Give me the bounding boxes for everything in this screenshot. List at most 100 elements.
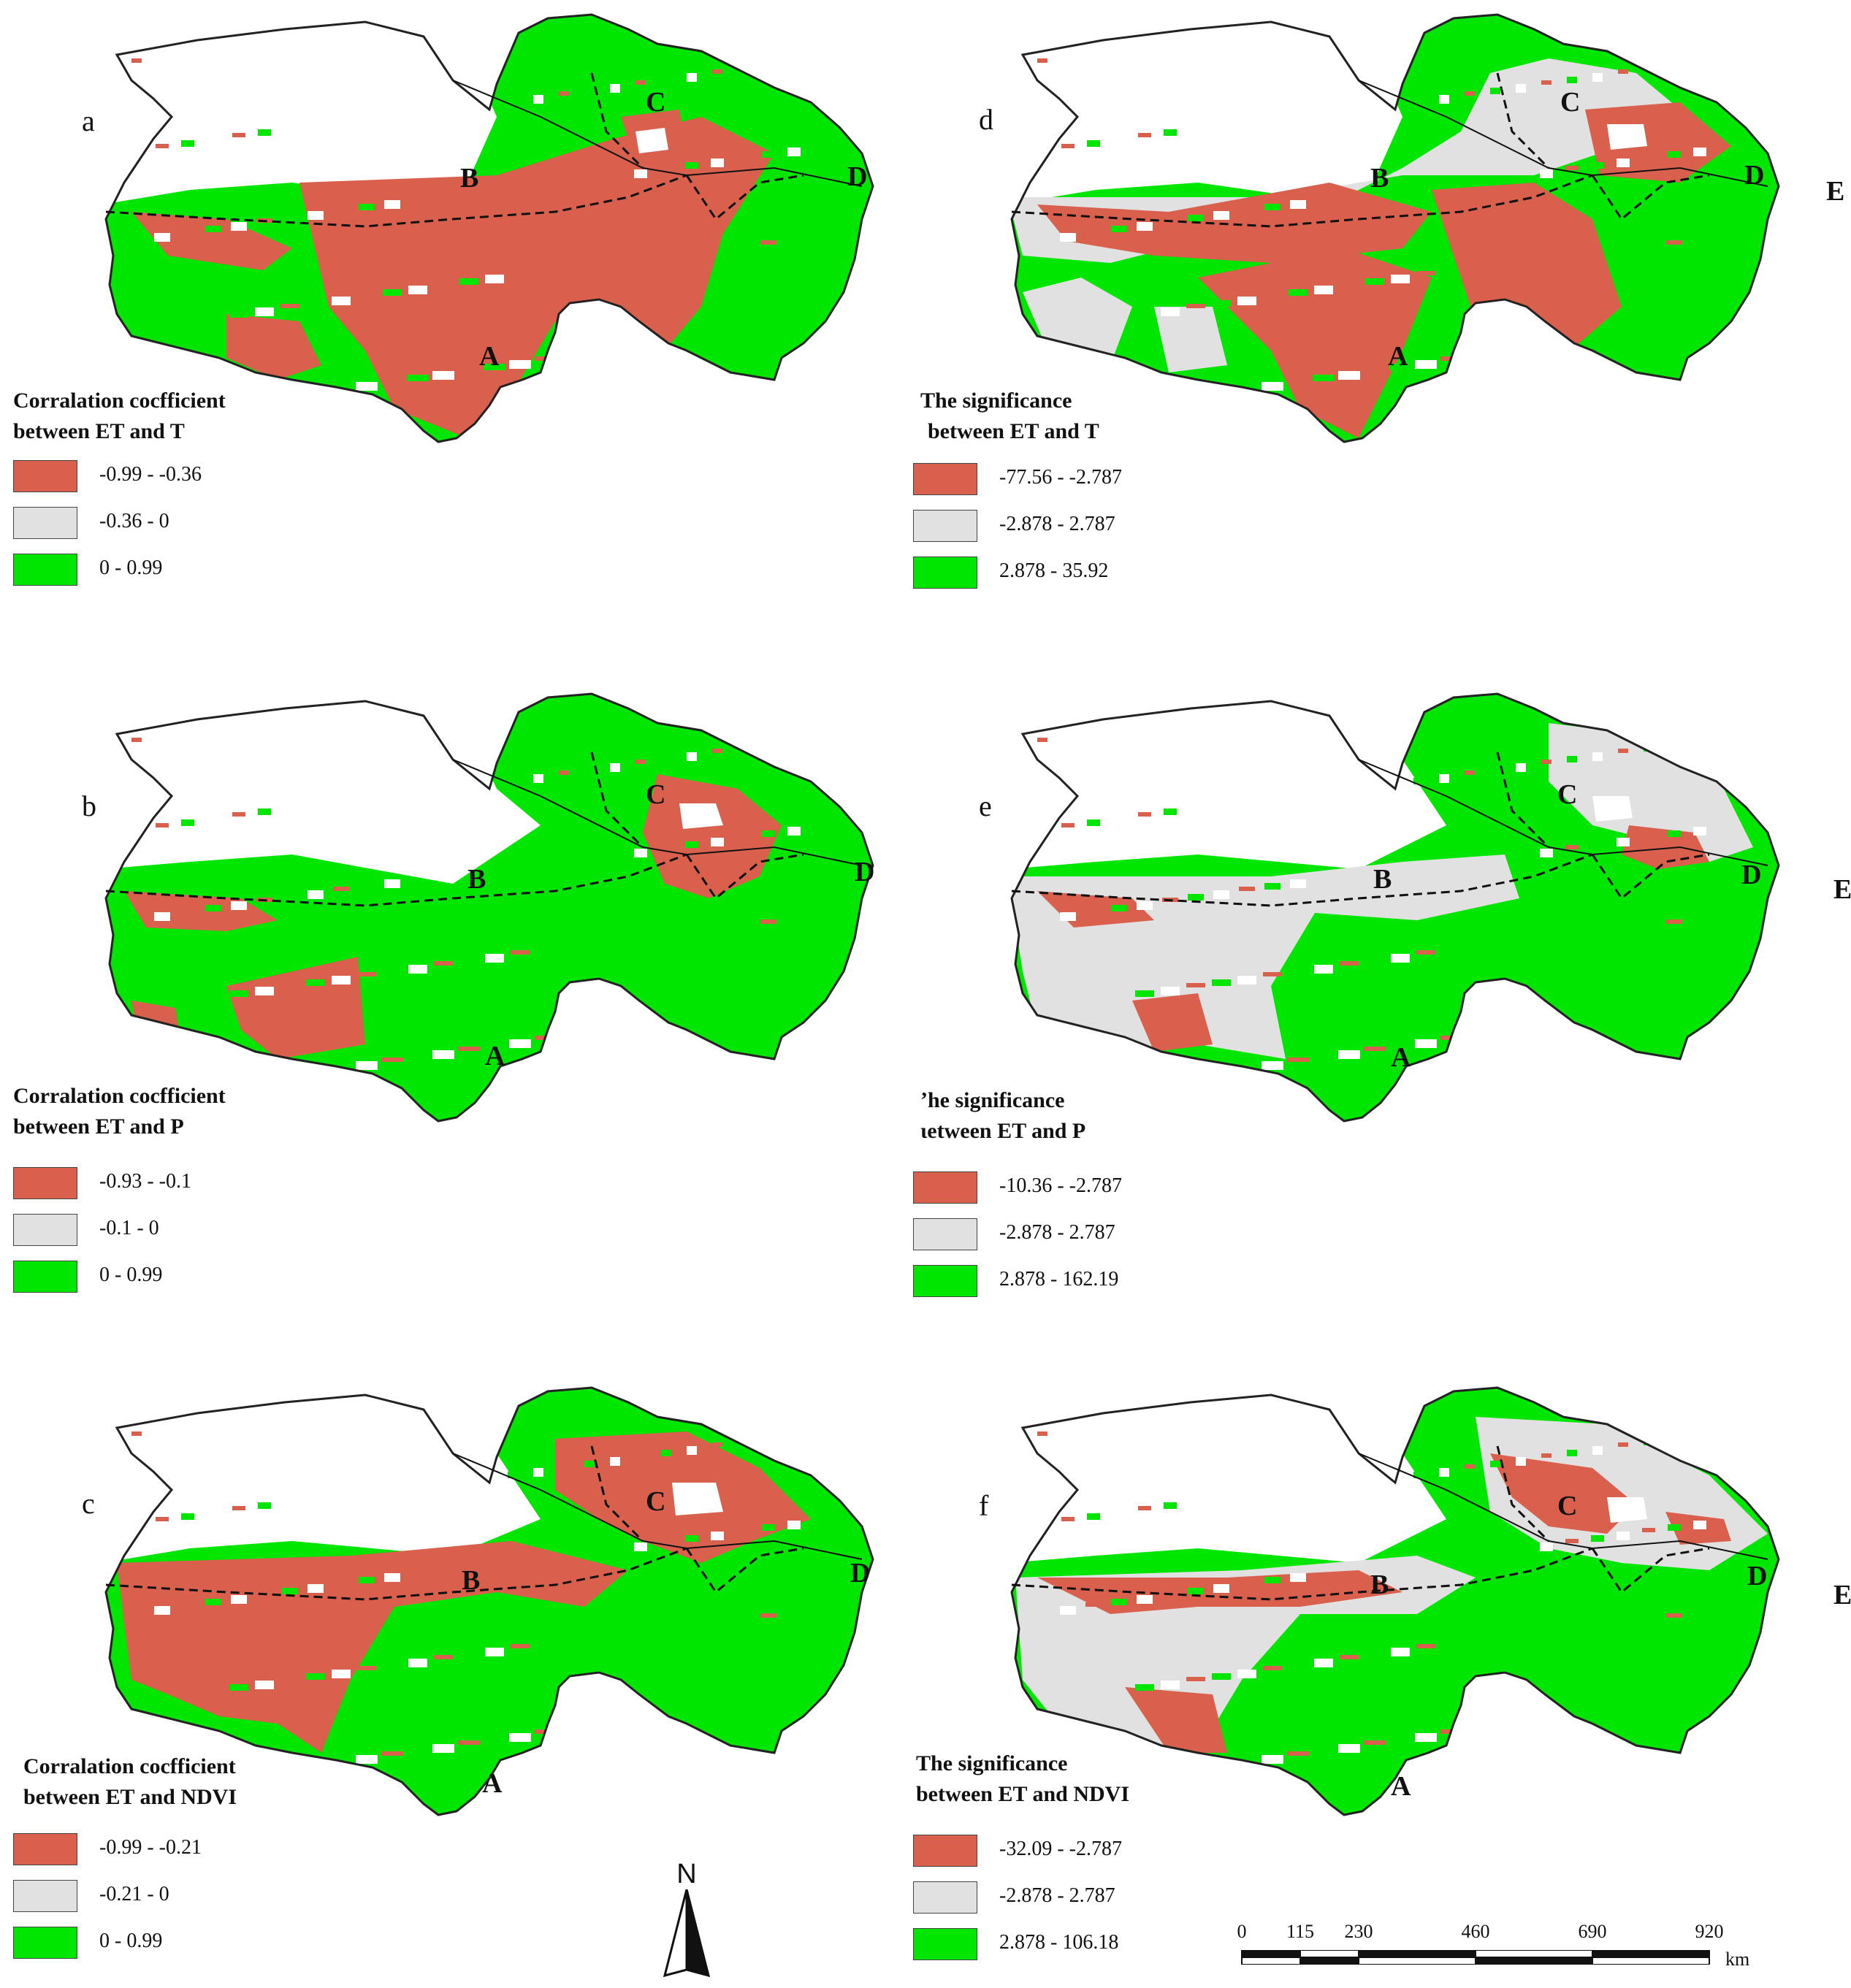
map-speckle <box>1413 1472 1424 1478</box>
map-speckle <box>1540 1542 1553 1551</box>
map-speckle <box>560 1726 582 1732</box>
map-speckle <box>763 62 774 71</box>
legend-title-line2: between ET and NDVI <box>23 1785 237 1809</box>
scale-tick-label: 230 <box>1344 1921 1373 1942</box>
region-label-e: E <box>1833 1580 1851 1610</box>
map-speckle <box>1516 1457 1526 1466</box>
map-d: A B C D E <box>1010 13 1844 443</box>
map-speckle <box>1567 756 1577 762</box>
map-speckle <box>660 845 673 849</box>
map-speckle <box>1262 1755 1283 1764</box>
region-label-b: B <box>467 864 486 895</box>
map-speckle <box>1087 1513 1100 1520</box>
plateau-outline <box>104 692 874 1123</box>
map-speckle <box>1565 166 1579 170</box>
map-speckle <box>1543 1021 1565 1028</box>
map-speckle <box>1465 91 1475 96</box>
map-speckle <box>1239 1580 1255 1585</box>
legend-item-positive: 0 - 0.99 <box>13 1261 305 1294</box>
map-speckle <box>306 300 325 307</box>
map-speckle <box>1591 1535 1604 1542</box>
legend-label-negative: -0.99 - -0.36 <box>99 463 202 486</box>
map-speckle <box>1618 749 1628 753</box>
legend-title-line2: between ET and T <box>928 419 1099 443</box>
map-speckle <box>280 304 299 308</box>
map-speckle <box>760 1613 776 1618</box>
plateau-outline <box>1010 692 1780 1123</box>
region-label-c: C <box>646 87 665 118</box>
map-speckle <box>1289 289 1308 296</box>
scale-segment <box>1241 1950 1301 1958</box>
map-speckle <box>1668 830 1681 837</box>
map-speckle <box>156 823 169 827</box>
legend-swatch-negative <box>13 1167 77 1199</box>
map-speckle <box>1516 763 1526 772</box>
map-speckle <box>258 129 271 136</box>
region-label-c: C <box>1560 87 1580 118</box>
legend-label-neutral: -2.878 - 2.787 <box>999 1221 1115 1244</box>
map-speckle <box>1439 774 1449 783</box>
map-speckle <box>1492 1028 1514 1037</box>
map-speckle <box>509 1039 531 1048</box>
map-speckle <box>333 207 349 212</box>
panel-e: A B C D E e ʼhe significance ɩetween ET and … <box>906 679 1851 1337</box>
region-boundary <box>105 174 687 228</box>
map-speckle <box>207 137 220 145</box>
legend-swatch-positive <box>913 557 977 589</box>
map-speckle <box>1516 84 1526 93</box>
map-speckle <box>432 1744 454 1753</box>
map-speckle <box>1212 300 1231 307</box>
map-speckle <box>408 286 427 294</box>
legend-title-line2: between ET and P <box>13 1115 184 1139</box>
map-speckle <box>306 979 325 986</box>
legend-swatch-negative <box>913 1835 977 1867</box>
map-speckle <box>1239 887 1255 891</box>
legend-label-positive: 0 - 0.99 <box>99 557 163 579</box>
map-speckle <box>255 307 274 316</box>
map-speckle <box>282 215 298 221</box>
map-speckle <box>1060 1606 1076 1615</box>
map-speckle <box>181 819 194 826</box>
map-speckle <box>484 364 505 370</box>
region-label-a: A <box>1391 1042 1411 1073</box>
map-speckle <box>1541 80 1552 85</box>
map-speckle <box>711 1532 724 1540</box>
map-speckle <box>1237 297 1256 305</box>
map-speckle <box>586 1722 608 1731</box>
map-patch-none <box>679 803 723 829</box>
map-speckle <box>1389 1043 1411 1050</box>
legend-label-positive: 2.878 - 106.18 <box>999 1931 1119 1954</box>
map-speckle <box>1137 901 1153 910</box>
map-speckle <box>1618 1442 1628 1447</box>
map-speckle <box>1666 920 1682 924</box>
map-patch-none <box>1607 124 1647 150</box>
legend-item-neutral: -0.21 - 0 <box>13 1880 305 1914</box>
scale-tick-label: 460 <box>1461 1921 1490 1942</box>
scale-bar-segments <box>1241 1950 1710 1965</box>
region-label-d: D <box>1744 160 1764 191</box>
legend-title-line1: Corralation cocfficient <box>13 389 226 413</box>
map-patch-negative <box>1037 183 1432 263</box>
map-speckle <box>181 1513 194 1520</box>
map-speckle <box>1415 360 1437 369</box>
legend-swatch-negative <box>13 1833 77 1865</box>
map-speckle <box>282 894 298 901</box>
map-speckle <box>1264 204 1281 210</box>
map-speckle <box>787 148 801 156</box>
map-speckle <box>584 88 595 94</box>
map-speckle <box>205 905 221 911</box>
legend-title-c: Corralation cocfficient between ET and N… <box>23 1751 237 1813</box>
map-speckle <box>508 778 518 784</box>
map-speckle <box>661 77 671 83</box>
region-label-d: D <box>847 161 867 192</box>
map-speckle <box>131 1431 142 1436</box>
map-speckle <box>332 1670 351 1678</box>
map-speckle <box>1617 158 1630 167</box>
panel-letter-b: b <box>82 790 96 822</box>
map-patch-none <box>1592 796 1633 822</box>
